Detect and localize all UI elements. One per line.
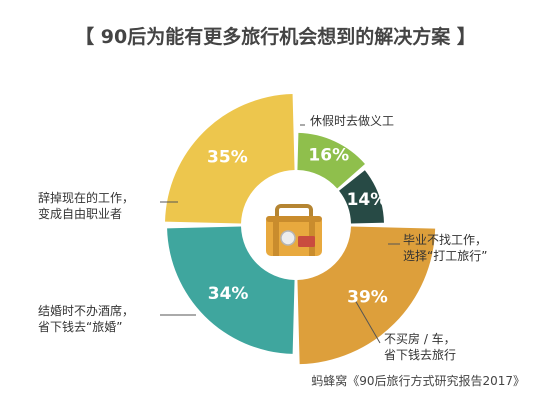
chart-slices (165, 94, 436, 365)
annotation-4: 不买房 / 车， 省下钱去旅行 (384, 331, 456, 363)
annotation-3: 结婚时不办酒席， 省下钱去“旅婚” (38, 303, 134, 335)
leader-lines (160, 124, 400, 344)
source-note: 蚂蜂窝《90后旅行方式研究报告2017》 (311, 374, 525, 388)
chart-title: 【 90后为能有更多旅行机会想到的解决方案 】 (75, 26, 476, 48)
value-label-1: 39% (347, 287, 388, 307)
annotation-3-line-2: 省下钱去“旅婚” (38, 320, 123, 334)
annotation-5-line-2: 选择“打工旅行” (403, 249, 488, 263)
pie-slice-5 (339, 170, 384, 224)
annotation-1: 休假时去做义工 (310, 113, 394, 129)
pie-slice-3 (167, 226, 295, 354)
value-label-4: 16% (308, 146, 349, 166)
leader-line-4 (354, 299, 381, 344)
pie-slice-2 (165, 94, 295, 224)
value-labels: 39% 35% 34% 16% 14% (207, 146, 388, 308)
annotation-3-line-1: 结婚时不办酒席， (38, 304, 135, 318)
annotation-1-line-1: 休假时去做义工 (310, 114, 395, 128)
annotation-2-line-1: 辞掉现在的工作， (38, 191, 135, 205)
annotation-2: 辞掉现在的工作， 变成自由职业者 (38, 190, 134, 222)
annotation-4-line-2: 省下钱去旅行 (384, 348, 457, 362)
suitcase-icon (266, 204, 322, 256)
pie-slice-1 (297, 226, 436, 365)
value-label-2: 35% (207, 147, 248, 167)
value-label-3: 34% (208, 284, 249, 304)
annotation-4-line-1: 不买房 / 车， (384, 332, 456, 346)
value-label-5: 14% (347, 190, 388, 210)
pie-slice-4 (297, 132, 365, 189)
annotation-5-line-1: 毕业不找工作， (403, 233, 488, 247)
annotation-5: 毕业不找工作， 选择“打工旅行” (403, 232, 487, 264)
annotation-2-line-2: 变成自由职业者 (38, 207, 123, 221)
